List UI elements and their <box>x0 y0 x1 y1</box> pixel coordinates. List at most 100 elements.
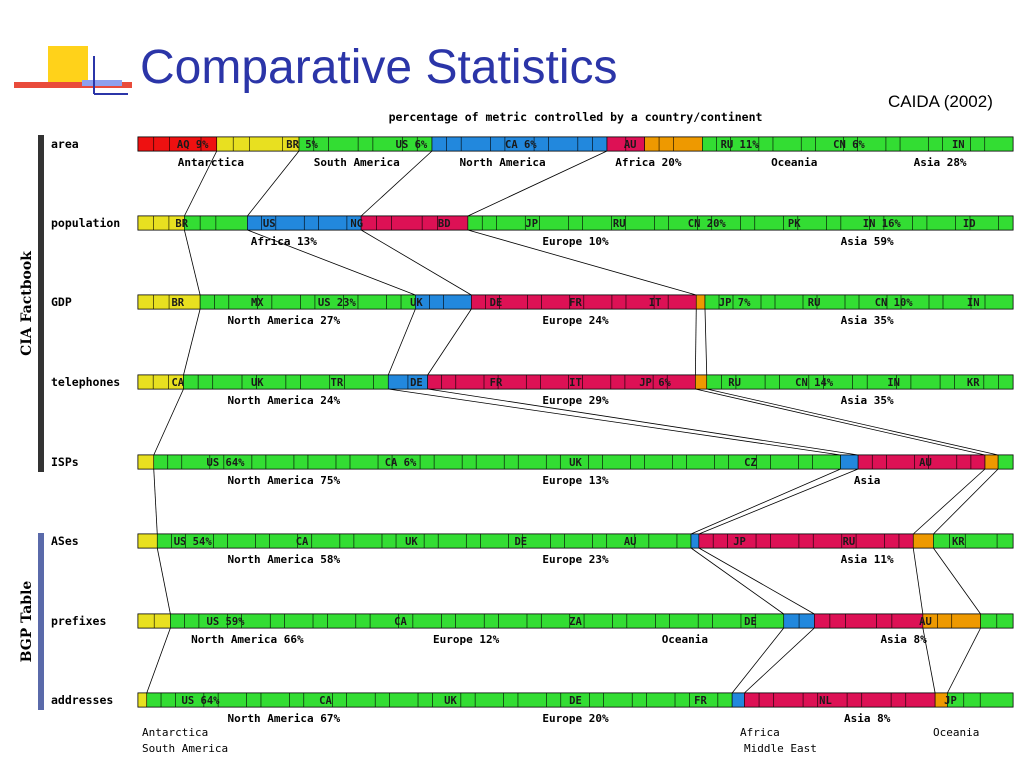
region-label: Europe 10% <box>542 235 609 248</box>
region-connector <box>933 468 999 535</box>
country-label: RU 11% <box>721 139 760 151</box>
country-label: FR <box>694 695 707 707</box>
country-label: IT <box>649 297 662 309</box>
country-label: CA <box>319 695 332 707</box>
region-connector <box>922 627 936 694</box>
country-label: US 6% <box>396 139 428 151</box>
region-connector <box>153 468 158 535</box>
region-label: Asia 28% <box>914 156 967 169</box>
bar-segment <box>997 454 1014 470</box>
country-label: AQ 9% <box>177 139 209 151</box>
country-label: CN 6% <box>833 139 865 151</box>
region-label: Oceania <box>662 633 708 646</box>
region-connector <box>731 627 785 694</box>
bar-segment <box>731 692 745 708</box>
country-label: JP <box>733 536 746 548</box>
source-credit: CAIDA (2002) <box>888 92 993 111</box>
bar-segment <box>840 454 859 470</box>
country-label: JP 6% <box>639 377 671 389</box>
country-label: IN <box>952 139 965 151</box>
country-label: FR <box>569 297 582 309</box>
region-label: Asia 8% <box>880 633 927 646</box>
metric-label: area <box>51 137 79 151</box>
country-label: IT <box>569 377 582 389</box>
bar-segment <box>933 533 1014 549</box>
region-label: Europe 24% <box>542 314 609 327</box>
country-label: UK <box>410 297 423 309</box>
country-label: JP <box>944 695 957 707</box>
region-connector <box>912 468 986 535</box>
region-label: Asia 59% <box>841 235 894 248</box>
region-connector <box>947 627 981 694</box>
bar-segment <box>137 692 148 708</box>
country-label: DE <box>744 616 757 628</box>
chart-title: percentage of metric controlled by a cou… <box>389 110 763 124</box>
bottom-region-label: Antarctica <box>142 726 208 739</box>
country-label: JP 7% <box>719 297 751 309</box>
region-label: Europe 13% <box>542 474 609 487</box>
slide-bullet-decoration <box>14 46 132 95</box>
group-label: BGP Table <box>19 581 35 663</box>
country-label: CA 6% <box>385 457 417 469</box>
region-label: North America 75% <box>228 474 341 487</box>
bar-segment <box>912 533 934 549</box>
region-connector <box>690 547 784 615</box>
country-label: ID <box>963 218 976 230</box>
region-connector <box>467 150 608 217</box>
country-label: CA 6% <box>505 139 537 151</box>
bottom-region-label: Oceania <box>933 726 979 739</box>
country-label: UK <box>444 695 457 707</box>
country-label: US 23% <box>318 297 357 309</box>
country-label: CA <box>296 536 309 548</box>
country-label: BR <box>175 218 188 230</box>
country-label: AU <box>919 616 932 628</box>
country-label: CN 10% <box>875 297 914 309</box>
country-label: NL <box>819 695 832 707</box>
region-connector <box>183 308 201 376</box>
region-connector <box>360 229 472 296</box>
country-label: TR <box>331 377 344 389</box>
country-label: CA <box>171 377 184 389</box>
region-connector <box>427 388 859 456</box>
region-label: North America 27% <box>228 314 341 327</box>
country-label: US <box>263 218 276 230</box>
bottom-region-label: Middle East <box>744 742 817 755</box>
region-connector <box>698 547 815 615</box>
country-label: FR <box>490 377 503 389</box>
bar-segment <box>744 692 936 708</box>
country-label: CN 14% <box>795 377 834 389</box>
region-label: Asia 11% <box>841 553 894 566</box>
country-label: UK <box>405 536 418 548</box>
country-label: AU <box>919 457 932 469</box>
country-label: CN 20% <box>688 218 727 230</box>
country-label: DE <box>569 695 582 707</box>
country-label: RU <box>843 536 856 548</box>
country-label: IN <box>887 377 900 389</box>
bar-segment <box>199 294 416 310</box>
country-label: BR <box>171 297 184 309</box>
country-label: DE <box>514 536 527 548</box>
country-label: IN 16% <box>863 218 902 230</box>
region-connector <box>153 388 184 456</box>
bar-segment <box>695 374 708 390</box>
region-connector <box>933 547 981 615</box>
bar-segment <box>153 454 841 470</box>
group-label: CIA Factbook <box>19 251 35 356</box>
country-label: UK <box>569 457 582 469</box>
country-label: AU <box>624 536 637 548</box>
region-connector <box>247 229 416 296</box>
country-label: DE <box>490 297 503 309</box>
region-label: Oceania <box>771 156 817 169</box>
country-label: NG <box>350 218 363 230</box>
bar-segment <box>706 374 1014 390</box>
country-label: ZA <box>569 616 582 628</box>
region-connector <box>695 388 986 456</box>
country-label: US 59% <box>207 616 246 628</box>
country-label: JP <box>525 218 538 230</box>
bar-segment <box>137 454 155 470</box>
region-connector <box>690 468 841 535</box>
country-label: DE <box>410 377 423 389</box>
metric-label: telephones <box>51 375 120 389</box>
group-bar <box>38 533 44 710</box>
bottom-region-label: Africa <box>740 726 780 739</box>
